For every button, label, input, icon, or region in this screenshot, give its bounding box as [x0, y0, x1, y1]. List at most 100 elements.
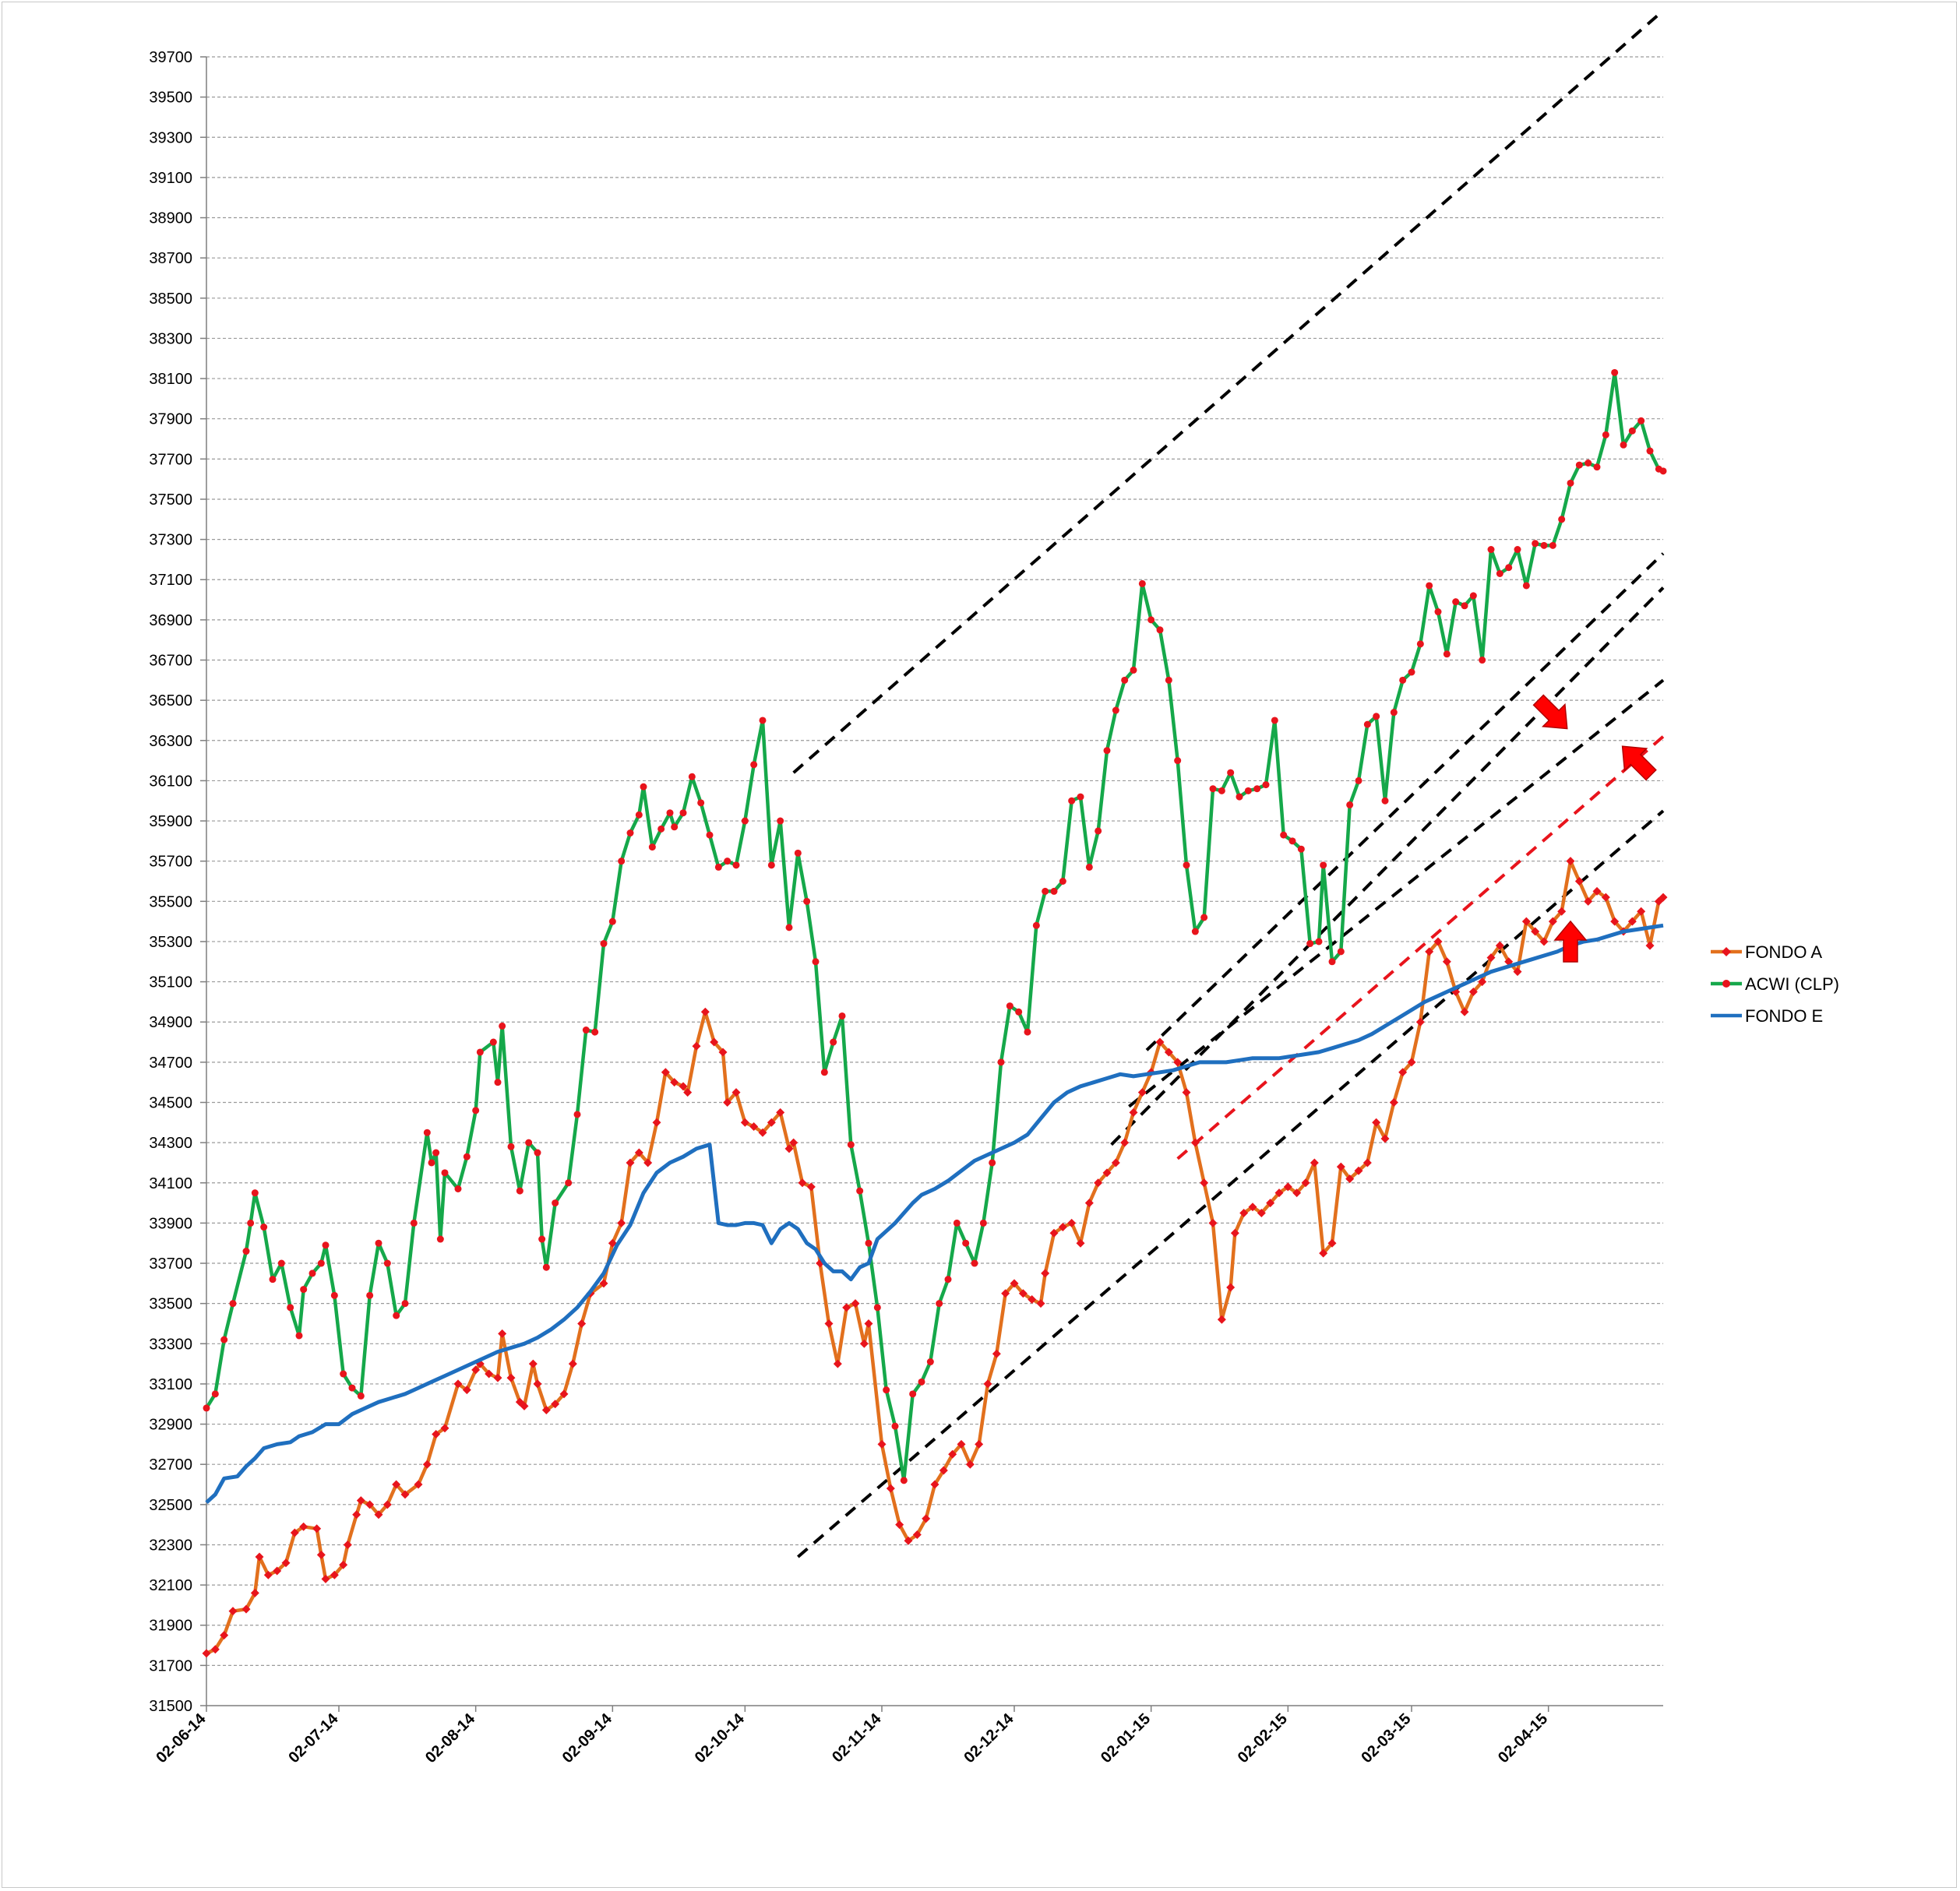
data-point [1566, 857, 1575, 866]
y-tick-label: 31700 [149, 1657, 192, 1674]
data-point [1239, 1208, 1249, 1217]
data-point [471, 1365, 481, 1375]
grid-lines [206, 56, 1663, 1666]
data-point [383, 1259, 391, 1267]
data-point [1024, 1028, 1031, 1036]
data-point [401, 1300, 409, 1308]
series-line [205, 371, 1664, 1483]
data-point [1262, 781, 1270, 789]
data-point [1584, 896, 1593, 906]
data-point [498, 1329, 507, 1338]
data-point [1236, 793, 1243, 801]
y-tick-label: 35100 [149, 974, 192, 991]
data-point [269, 1276, 277, 1284]
data-point [1226, 1283, 1236, 1292]
data-point [776, 1107, 785, 1117]
data-point [1121, 676, 1129, 684]
data-point [1434, 608, 1442, 616]
data-point [538, 1235, 546, 1243]
data-point [357, 1392, 365, 1400]
y-tick-label: 33900 [149, 1215, 192, 1232]
data-point [1496, 569, 1503, 577]
y-tick-label: 34900 [149, 1014, 192, 1031]
y-tick-label: 37100 [149, 572, 192, 589]
data-point [1049, 1228, 1059, 1238]
data-point [948, 1449, 957, 1459]
series-line [206, 859, 1665, 1655]
legend-label: ACWI (CLP) [1745, 974, 1839, 994]
data-point [1479, 657, 1486, 664]
data-point [732, 861, 740, 869]
y-tick-label: 36300 [149, 733, 192, 750]
data-point [1521, 917, 1531, 926]
data-point [1301, 1178, 1310, 1188]
data-point [1522, 582, 1530, 590]
legend-marker [1722, 947, 1731, 956]
data-point [392, 1480, 401, 1489]
data-point [440, 1424, 449, 1433]
x-tick-label: 02-07-14 [285, 1710, 342, 1766]
data-point [1327, 1238, 1337, 1248]
data-point [1637, 907, 1646, 916]
data-point [1230, 1228, 1239, 1238]
data-point [617, 1218, 626, 1227]
data-point [1182, 1088, 1191, 1097]
data-point [1010, 1279, 1019, 1288]
data-point [247, 1219, 255, 1227]
data-point [957, 1439, 966, 1449]
data-point [356, 1496, 365, 1505]
data-point [330, 1291, 338, 1299]
data-point [203, 1404, 210, 1412]
data-point [989, 1159, 996, 1167]
data-point [626, 1158, 635, 1167]
data-point [250, 1588, 259, 1597]
data-point [476, 1048, 484, 1056]
y-tick-label: 33500 [149, 1296, 192, 1313]
data-point [375, 1239, 382, 1247]
y-tick-label: 36900 [149, 612, 192, 629]
data-point [1620, 441, 1627, 449]
data-point [321, 1574, 330, 1583]
data-point [1310, 1158, 1319, 1167]
data-point [1602, 431, 1609, 438]
data-point [1425, 947, 1434, 956]
data-point [366, 1291, 374, 1299]
data-point [953, 1219, 961, 1227]
series-layer [202, 368, 1668, 1658]
data-point [316, 1550, 326, 1559]
y-tick-label: 34500 [149, 1094, 192, 1111]
data-point [600, 940, 608, 948]
data-point [643, 1158, 653, 1167]
data-point [210, 1645, 220, 1654]
data-point [710, 1037, 719, 1047]
data-point [260, 1224, 268, 1231]
data-point [842, 1303, 851, 1312]
data-point [520, 1401, 529, 1410]
data-point [1319, 1248, 1328, 1258]
data-point [582, 1026, 590, 1034]
data-point [657, 825, 665, 833]
data-point [1036, 1299, 1045, 1308]
data-point [1461, 602, 1468, 610]
y-tick-label: 36500 [149, 692, 192, 710]
data-point [767, 861, 775, 869]
data-point [1028, 1294, 1037, 1304]
data-point [287, 1304, 294, 1312]
data-point [573, 1111, 581, 1118]
data-point [453, 1379, 463, 1389]
data-point [1209, 785, 1217, 793]
y-axis: 31500 31700 31900 32100 32300 32500 32700 32900… [149, 49, 207, 1715]
x-tick-label: 02-03-15 [1358, 1710, 1414, 1766]
data-point [365, 1500, 375, 1509]
data-point [785, 924, 793, 931]
data-point [909, 1390, 917, 1398]
data-point [803, 897, 811, 905]
data-point [400, 1490, 410, 1499]
data-point [1567, 479, 1574, 487]
y-tick-label: 39300 [149, 129, 192, 146]
data-point [1058, 1223, 1067, 1232]
data-point [830, 1038, 837, 1046]
data-point [1398, 1068, 1408, 1077]
data-point [1288, 837, 1296, 845]
